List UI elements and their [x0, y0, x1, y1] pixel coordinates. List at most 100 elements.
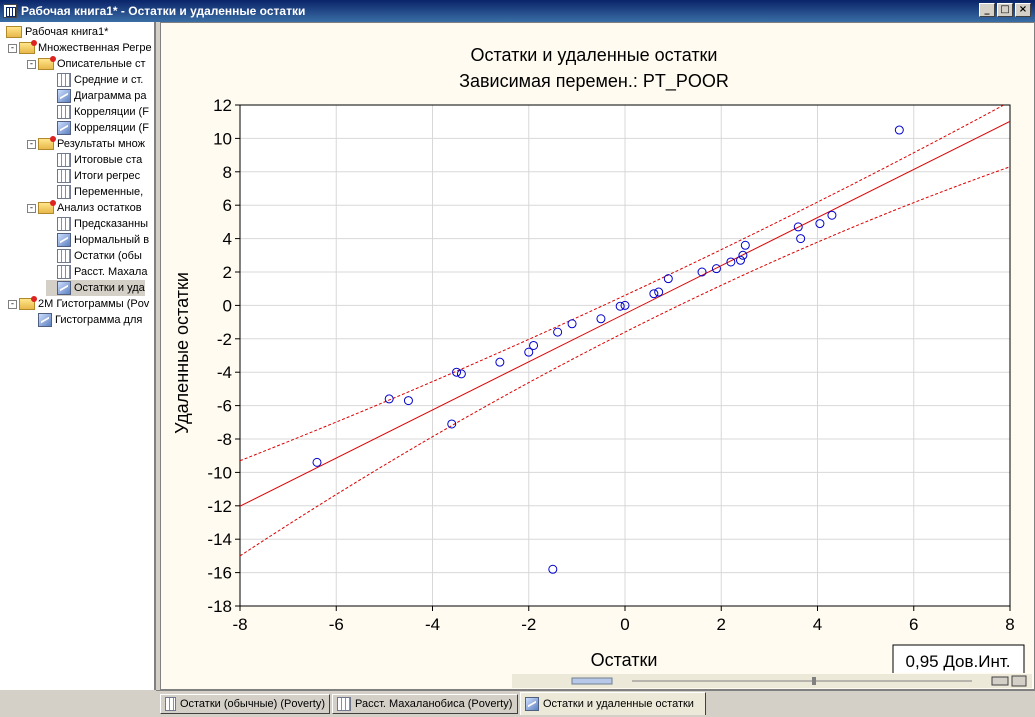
tree-item-label: Переменные, — [74, 186, 144, 198]
tree-footer — [0, 690, 156, 717]
tree-item[interactable]: - Анализ остатков — [27, 200, 142, 216]
tab-label: Остатки (обычные) (Poverty) — [179, 698, 325, 710]
collapse-toggle[interactable]: - — [27, 138, 36, 149]
tab-label: Остатки и удаленные остатки — [543, 698, 694, 710]
spreadsheet-icon — [57, 73, 71, 87]
data-point — [529, 340, 539, 350]
x-tick-label: -2 — [521, 615, 536, 634]
workbook-tree[interactable]: Рабочая книга1* - Множественная Регре - Опис… — [0, 22, 156, 690]
spreadsheet-icon — [57, 153, 71, 167]
chart-subtitle: Зависимая перемен.: PT_POOR — [459, 71, 729, 92]
tree-item[interactable]: - Описательные ст — [27, 56, 146, 72]
maximize-button[interactable]: □ — [997, 3, 1013, 17]
tree-item[interactable]: Диаграмма ра — [46, 88, 147, 104]
data-point — [663, 274, 673, 284]
spreadsheet-icon — [57, 169, 71, 183]
tree-item[interactable]: Остатки и уда — [46, 280, 145, 296]
collapse-toggle[interactable]: - — [27, 202, 36, 213]
data-point — [524, 347, 534, 357]
folder-icon — [38, 136, 56, 150]
x-tick-label: 6 — [909, 615, 918, 634]
chart-title: Остатки и удаленные остатки — [471, 45, 718, 65]
tree-item-label: Средние и ст. — [74, 74, 144, 86]
y-tick-label: 0 — [223, 296, 232, 315]
tree-item[interactable]: - 2М Гистограммы (Pov — [8, 296, 149, 312]
tree-item-label: Рабочая книга1* — [25, 26, 109, 38]
tree-item[interactable]: Остатки (обы — [46, 248, 142, 264]
document-tab[interactable]: Остатки и удаленные остатки — [520, 692, 706, 715]
tree-item[interactable]: Переменные, — [46, 184, 143, 200]
x-tick-label: 4 — [813, 615, 822, 634]
y-tick-label: 10 — [213, 129, 232, 148]
x-tick-label: 8 — [1005, 615, 1014, 634]
tree-item[interactable]: Средние и ст. — [46, 72, 143, 88]
y-tick-label: -12 — [207, 497, 232, 516]
data-point — [736, 255, 745, 265]
y-tick-label: 8 — [223, 163, 232, 182]
confidence-band-lower — [240, 166, 1010, 557]
tree-item[interactable]: Рабочая книга1* — [6, 24, 108, 40]
data-point — [452, 367, 462, 377]
minimize-button[interactable]: _ — [979, 3, 995, 17]
tree-item[interactable]: Нормальный в — [46, 232, 149, 248]
y-tick-label: -14 — [207, 530, 232, 549]
pane-splitter[interactable] — [156, 22, 160, 690]
tree-item[interactable]: - Результаты множ — [27, 136, 145, 152]
data-point — [596, 314, 606, 324]
tree-item[interactable]: Гистограмма для — [27, 312, 142, 328]
document-tab[interactable]: Расст. Махаланобиса (Poverty) — [332, 694, 518, 714]
tree-item-label: Гистограмма для — [55, 314, 143, 326]
spreadsheet-icon — [165, 697, 176, 711]
regression-line — [240, 120, 1010, 507]
y-tick-label: 2 — [223, 263, 232, 282]
title-bar[interactable]: Рабочая книга1* - Остатки и удаленные ос… — [0, 0, 1035, 22]
graph-icon — [57, 89, 71, 103]
tree-item-label: Остатки (обы — [74, 250, 142, 262]
tree-item[interactable]: Итоги регрес — [46, 168, 140, 184]
tree-item-label: Нормальный в — [74, 234, 150, 246]
data-point — [312, 457, 322, 467]
x-axis-label: Остатки — [591, 650, 658, 670]
collapse-toggle[interactable]: - — [27, 58, 36, 69]
tree-item[interactable]: Корреляции (F — [46, 104, 149, 120]
tree-item[interactable]: Итоговые ста — [46, 152, 142, 168]
tree-item[interactable]: Предсказанны — [46, 216, 148, 232]
x-tick-label: -8 — [232, 615, 247, 634]
tree-item-label: Анализ остатков — [57, 202, 142, 214]
graph-icon — [38, 313, 52, 327]
tree-item-label: Корреляции (F — [74, 106, 149, 118]
tree-item[interactable]: - Множественная Регре — [8, 40, 152, 56]
data-point — [894, 125, 904, 135]
tree-item[interactable]: Корреляции (F — [46, 120, 149, 136]
tree-item-label: Расст. Махала — [74, 266, 148, 278]
tree-item-label: Итоговые ста — [74, 154, 143, 166]
window-controls: _ □ × — [979, 3, 1031, 17]
document-tab[interactable]: Остатки (обычные) (Poverty) — [160, 694, 330, 714]
tab-label: Расст. Махаланобиса (Poverty) — [355, 698, 513, 710]
tree-item-label: Остатки и уда — [74, 282, 145, 294]
close-button[interactable]: × — [1015, 3, 1031, 17]
data-point — [697, 267, 707, 277]
tree-item[interactable]: Расст. Махала — [46, 264, 147, 280]
y-tick-label: -4 — [217, 363, 232, 382]
data-point — [567, 319, 577, 329]
collapse-toggle[interactable]: - — [8, 42, 17, 53]
tree-item-label: Предсказанны — [74, 218, 149, 230]
x-tick-label: 0 — [620, 615, 629, 634]
spreadsheet-icon — [337, 697, 351, 711]
workbook-icon — [3, 4, 17, 18]
scatter-chart[interactable]: Остатки и удаленные остатки Зависимая пе… — [161, 23, 1034, 677]
data-point — [796, 234, 806, 244]
spreadsheet-icon — [57, 249, 71, 263]
collapse-toggle[interactable]: - — [8, 298, 17, 309]
document-tabs: Остатки (обычные) (Poverty) Расст. Махала… — [156, 690, 1035, 717]
graph-toolbar-scrollbar[interactable] — [512, 674, 1032, 688]
y-tick-label: -18 — [207, 597, 232, 616]
folder-icon — [38, 200, 56, 214]
graph-pane: Остатки и удаленные остатки Зависимая пе… — [160, 22, 1035, 690]
y-tick-label: -6 — [217, 397, 232, 416]
data-point — [793, 222, 803, 232]
x-tick-label: -4 — [425, 615, 440, 634]
tree-item-label: Описательные ст — [57, 58, 146, 70]
